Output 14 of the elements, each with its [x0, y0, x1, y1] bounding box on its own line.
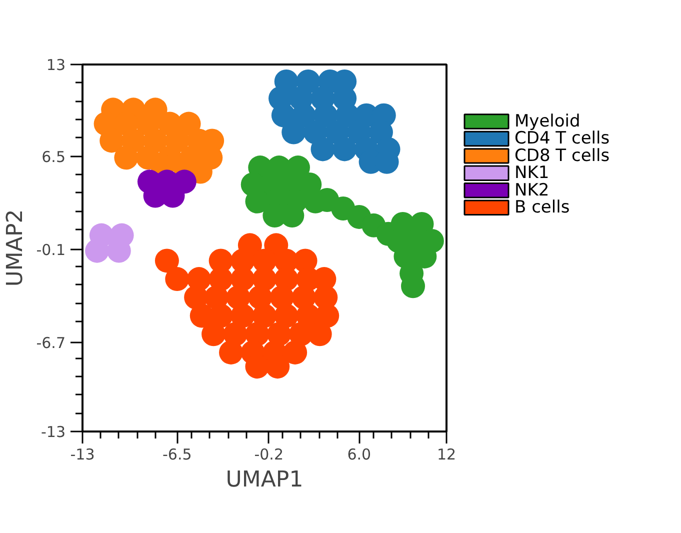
y-tick-label: 13	[46, 56, 66, 74]
x-tick-label: 6.0	[347, 446, 372, 464]
x-axis-title: UMAP1	[226, 468, 304, 492]
x-tick-label: 12	[436, 446, 456, 464]
y-tick-label: -6.7	[36, 334, 66, 352]
y-tick-label: -0.1	[36, 240, 66, 259]
y-tick-label: 6.5	[42, 148, 66, 166]
legend-label: Myeloid	[514, 111, 580, 132]
y-tick-label: -13	[41, 423, 66, 441]
x-tick-label: -6.5	[162, 446, 192, 464]
x-tick-label: -0.2	[254, 446, 284, 464]
legend-label: B cells	[514, 198, 570, 218]
x-tick-label: -13	[70, 446, 95, 464]
y-axis-title: UMAP2	[3, 209, 28, 287]
